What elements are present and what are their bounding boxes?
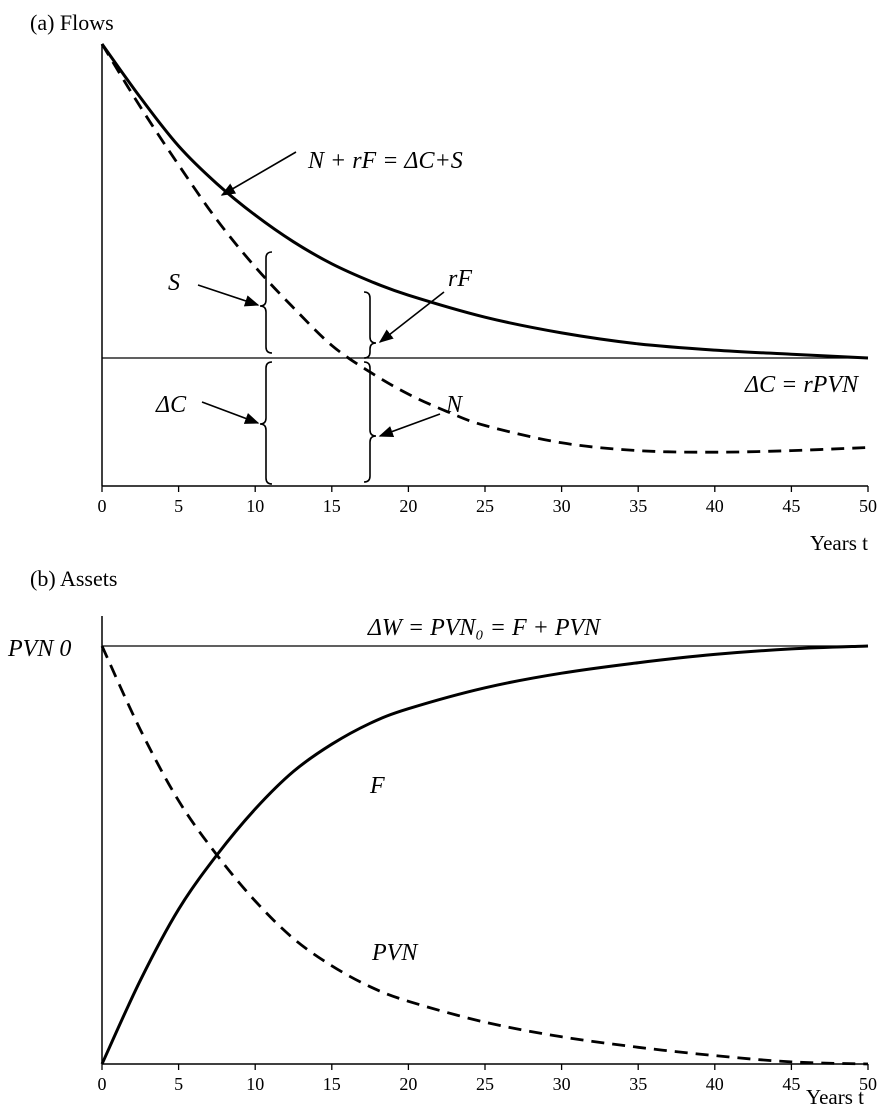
panel-b-x-label: Years t [806,1085,864,1109]
panel-b-x-tick-label: 35 [629,1074,647,1094]
panel-a-x-ticks: 0 5 10 15 20 25 30 35 40 45 50 [98,486,877,516]
panel-b-x-tick-label: 20 [399,1074,417,1094]
panel-b-x-ticks: 0 5 10 15 20 25 30 35 40 45 50 [98,1064,877,1094]
label-deltaC: ΔC [155,392,187,418]
arrow-S [197,284,260,307]
panel-b-y-tick-label: PVN 0 [7,636,71,662]
panel-a-x-tick-label: 45 [782,496,800,516]
panel-a-x-tick-label: 50 [859,496,877,516]
panel-b-x-tick-label: 30 [553,1074,571,1094]
panel-a-x-tick-label: 10 [246,496,264,516]
arrow-rF [378,291,445,343]
arrow-N [378,413,441,437]
panel-a-title: (a) Flows [30,10,114,35]
brace-rF [363,291,377,359]
panel-b-x-tick-label: 45 [782,1074,800,1094]
panel-a-x-tick-label: 5 [174,496,183,516]
arrow-deltaC [201,401,260,424]
panel-a-x-tick-label: 0 [98,496,107,516]
series-N [100,43,869,454]
panel-a-zero-line-label: ΔC = rPVN [744,372,860,398]
panel-a-x-tick-label: 20 [399,496,417,516]
panel-a-x-label: Years t [810,531,868,555]
panel-a-x-tick-label: 25 [476,496,494,516]
label-F: F [369,773,385,799]
panel-b-x-tick-label: 40 [706,1074,724,1094]
series-PVN [100,645,869,1066]
panel-b-x-tick-label: 5 [174,1074,183,1094]
label-rF: rF [448,266,472,292]
label-total-flow: N + rF = ΔC+S [307,148,463,174]
panel-a-x-tick-label: 40 [706,496,724,516]
label-N: N [445,392,464,418]
panel-a-x-tick-label: 15 [323,496,341,516]
panel-b-x-tick-label: 50 [859,1074,877,1094]
panel-assets: (b) Assets 0 5 10 15 20 25 30 35 40 45 50 Years t … [7,566,877,1109]
panel-b-x-tick-label: 10 [246,1074,264,1094]
panel-a-x-tick-label: 35 [629,496,647,516]
brace-N [363,361,377,483]
brace-deltaC [259,361,273,485]
panel-flows: (a) Flows 0 5 10 15 20 25 30 35 40 45 50 Years t Δ… [30,10,877,555]
panel-b-title: (b) Assets [30,566,117,591]
panel-a-x-tick-label: 30 [553,496,571,516]
series-F [100,644,869,1065]
brace-S [259,251,273,354]
label-S: S [168,270,180,296]
panel-b-x-tick-label: 0 [98,1074,107,1094]
panel-b-x-tick-label: 25 [476,1074,494,1094]
panel-b-total-line-label: ΔW = PVN₀ = F + PVN [367,615,602,641]
series-total-flow [100,43,869,360]
arrow-total-flow [220,151,297,196]
label-PVN: PVN [371,940,419,966]
panel-b-x-tick-label: 15 [323,1074,341,1094]
